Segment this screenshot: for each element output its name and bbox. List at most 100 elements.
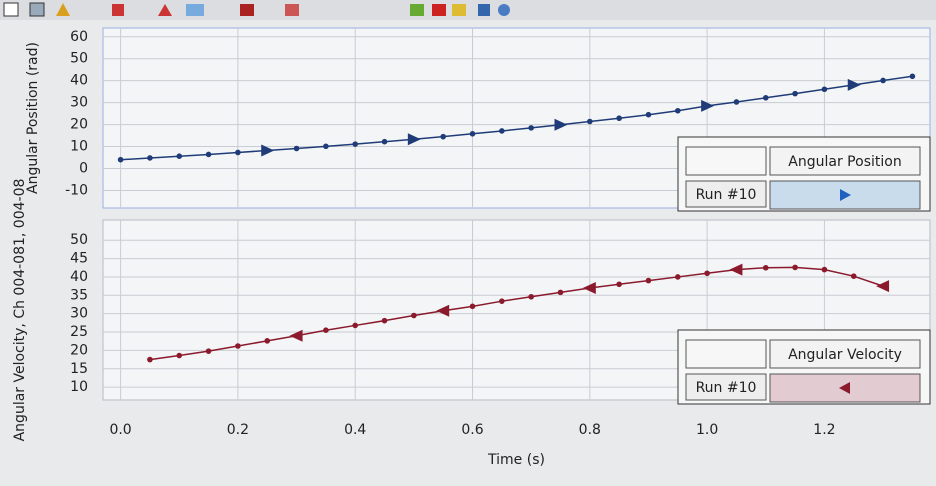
data-point [235, 149, 241, 156]
y-tick-label: 40 [70, 73, 88, 89]
data-point [352, 141, 359, 147]
y-axis-label: Angular Velocity, Ch 004-081, 004-08 [12, 179, 28, 442]
data-point [147, 356, 153, 363]
legend-title: Angular Velocity [788, 347, 902, 363]
legend-label: Run #10 [696, 380, 757, 396]
data-point [792, 264, 798, 271]
tool-icon[interactable] [452, 4, 466, 16]
y-tick-label: 10 [70, 139, 88, 155]
data-marker [847, 78, 861, 91]
legend-marker [840, 189, 851, 201]
data-marker [289, 329, 303, 342]
tool-icon[interactable] [158, 4, 172, 16]
data-point [762, 264, 769, 271]
data-point [587, 118, 593, 125]
data-point [704, 270, 710, 277]
y-tick-label: 40 [70, 269, 88, 285]
data-marker [407, 133, 421, 146]
data-point [293, 145, 300, 152]
data-marker [729, 263, 743, 276]
y-tick-label: 15 [70, 361, 88, 377]
data-point [645, 277, 652, 284]
tool-icon[interactable] [56, 3, 70, 16]
data-point [323, 327, 329, 334]
data-point [821, 266, 828, 273]
data-point [205, 151, 212, 158]
legend-cell [769, 339, 921, 369]
data-point [440, 133, 446, 140]
y-tick-label: 10 [70, 379, 88, 395]
y-tick-label: 50 [70, 232, 88, 248]
data-point [557, 289, 564, 296]
y-tick-label: -10 [65, 182, 88, 198]
legend-cell [685, 146, 767, 176]
tool-icon[interactable] [186, 4, 204, 16]
tool-icon[interactable] [410, 4, 424, 16]
data-point [176, 352, 183, 359]
y-tick-label: 30 [70, 95, 88, 111]
legend-label: Run #10 [696, 187, 757, 203]
data-point [909, 73, 916, 80]
data-point [528, 293, 534, 300]
data-point [147, 155, 153, 161]
data-point [235, 343, 241, 349]
y-tick-label: 35 [70, 287, 88, 303]
data-marker [876, 280, 890, 293]
tool-icon[interactable] [3, 2, 19, 17]
data-point [762, 95, 769, 101]
x-tick-label: 0.8 [579, 422, 601, 438]
data-point [176, 153, 183, 159]
data-point [880, 77, 886, 84]
y-tick-label: 20 [70, 117, 88, 133]
data-point [499, 298, 505, 304]
data-point [674, 107, 681, 114]
data-marker [701, 99, 715, 112]
tool-icon[interactable] [112, 4, 124, 16]
legend-cell [685, 180, 767, 208]
data-point [323, 143, 329, 150]
legend-cell [685, 373, 767, 401]
y-tick-label: 25 [70, 324, 88, 340]
y-tick-label: 0 [79, 160, 88, 176]
data-line [120, 75, 913, 161]
legend-cell [685, 339, 767, 369]
data-marker [261, 144, 275, 157]
tool-icon[interactable] [240, 4, 254, 16]
data-point [792, 90, 798, 97]
data-marker [436, 304, 450, 317]
data-point [117, 156, 124, 163]
tool-icon[interactable] [498, 4, 510, 16]
data-point [264, 338, 271, 344]
tool-icon[interactable] [478, 4, 490, 16]
legend-cell [769, 146, 921, 176]
tool-icon[interactable] [29, 2, 45, 17]
data-point [645, 111, 652, 118]
y-tick-label: 60 [70, 29, 88, 45]
data-marker [554, 118, 568, 131]
data-point [381, 317, 388, 324]
data-point [616, 115, 622, 122]
tool-icon[interactable] [432, 4, 446, 16]
data-point [469, 303, 476, 310]
toolbar [0, 0, 936, 20]
data-point [528, 125, 534, 131]
data-point [674, 274, 681, 280]
tool-icon[interactable] [285, 4, 299, 16]
data-point [499, 128, 505, 134]
data-point [205, 348, 212, 354]
y-tick-label: 45 [70, 251, 88, 267]
data-point [381, 138, 388, 145]
y-axis-label: Angular Position (rad) [25, 42, 41, 194]
x-tick-label: 1.0 [696, 422, 718, 438]
x-tick-label: 0.6 [461, 422, 483, 438]
data-point [469, 131, 476, 137]
data-point [352, 322, 359, 329]
y-tick-label: 50 [70, 51, 88, 67]
x-axis-label: Time (s) [487, 452, 545, 468]
data-point [411, 312, 417, 319]
y-tick-label: 20 [70, 342, 88, 358]
x-tick-label: 0.0 [109, 422, 131, 438]
x-tick-label: 0.2 [227, 422, 249, 438]
